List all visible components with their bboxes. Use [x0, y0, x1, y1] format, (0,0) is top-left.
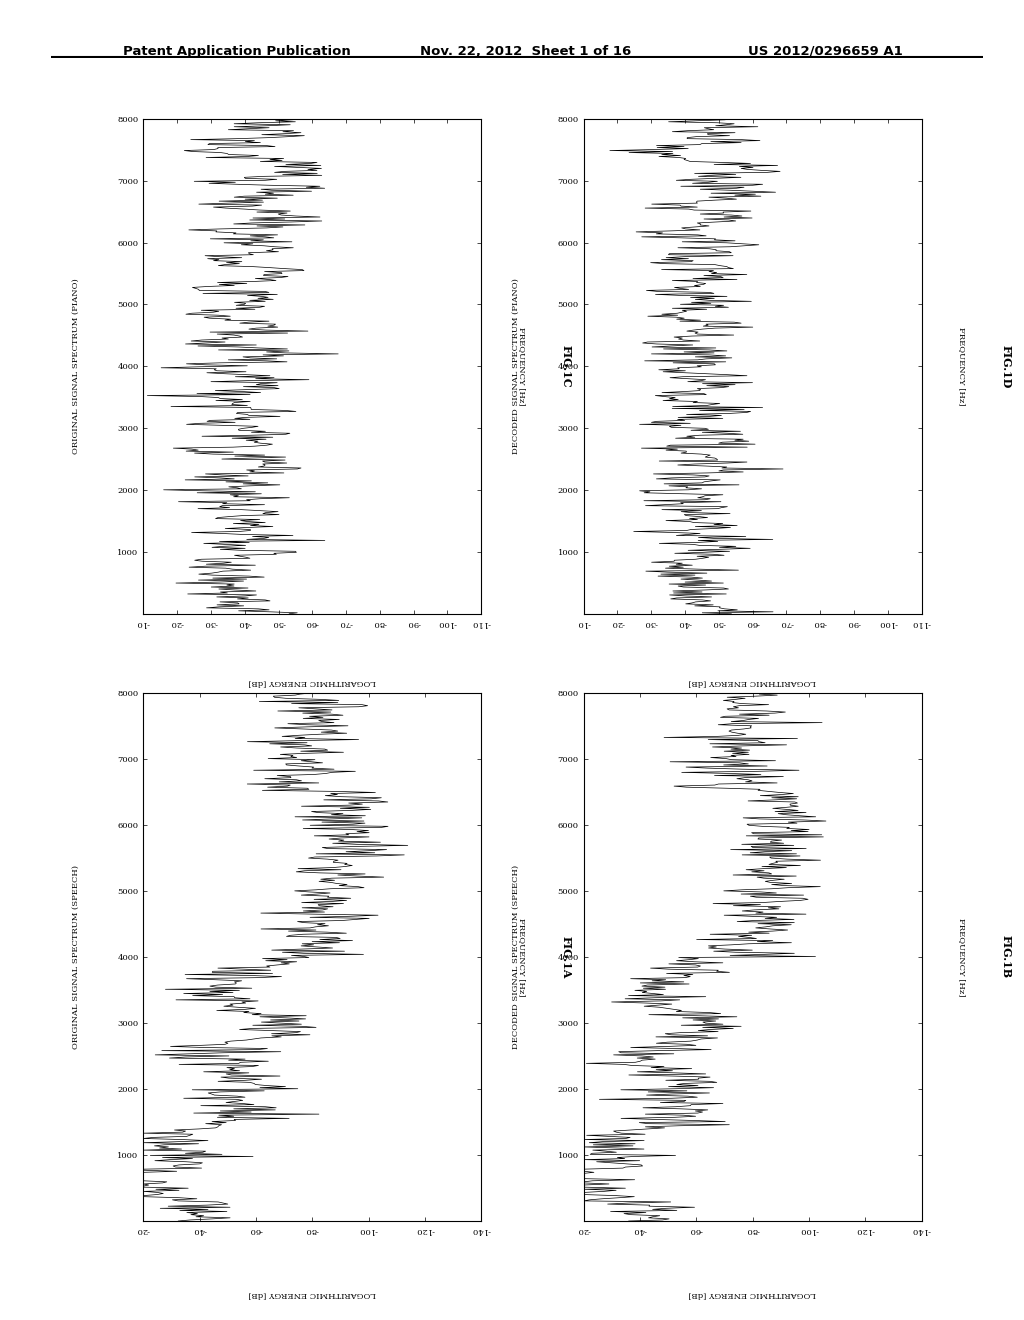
Text: DECODED SIGNAL SPECTRUM (PIANO): DECODED SIGNAL SPECTRUM (PIANO) — [512, 279, 520, 454]
Text: ORIGINAL SIGNAL SPECTRUM (PIANO): ORIGINAL SIGNAL SPECTRUM (PIANO) — [72, 279, 80, 454]
Text: FREQUENCY [Hz]: FREQUENCY [Hz] — [958, 917, 967, 997]
Text: LOGARITHMIC ENERGY [dB]: LOGARITHMIC ENERGY [dB] — [249, 678, 376, 688]
Text: Nov. 22, 2012  Sheet 1 of 16: Nov. 22, 2012 Sheet 1 of 16 — [420, 45, 631, 58]
Text: US 2012/0296659 A1: US 2012/0296659 A1 — [748, 45, 902, 58]
Text: FREQUENCY [Hz]: FREQUENCY [Hz] — [958, 327, 967, 405]
Text: [dB]: [dB] — [743, 709, 762, 717]
Text: ORIGINAL SIGNAL SPECTRUM (SPEECH): ORIGINAL SIGNAL SPECTRUM (SPEECH) — [72, 865, 80, 1049]
Text: Patent Application Publication: Patent Application Publication — [123, 45, 350, 58]
Text: FIG.1C: FIG.1C — [560, 345, 571, 388]
Text: FREQUENCY [Hz]: FREQUENCY [Hz] — [518, 327, 526, 405]
Text: FIG.1D: FIG.1D — [1000, 345, 1012, 388]
Text: DECODED SIGNAL SPECTRUM (SPEECH): DECODED SIGNAL SPECTRUM (SPEECH) — [512, 865, 520, 1049]
Text: [dB]: [dB] — [303, 709, 322, 717]
Text: LOGARITHMIC ENERGY [dB]: LOGARITHMIC ENERGY [dB] — [249, 1291, 376, 1299]
Text: FIG.1A: FIG.1A — [560, 936, 571, 978]
Text: FIG.1B: FIG.1B — [1000, 936, 1012, 978]
Text: LOGARITHMIC ENERGY [dB]: LOGARITHMIC ENERGY [dB] — [689, 1291, 816, 1299]
Text: FREQUENCY [Hz]: FREQUENCY [Hz] — [518, 917, 526, 997]
Text: LOGARITHMIC ENERGY [dB]: LOGARITHMIC ENERGY [dB] — [689, 678, 816, 688]
